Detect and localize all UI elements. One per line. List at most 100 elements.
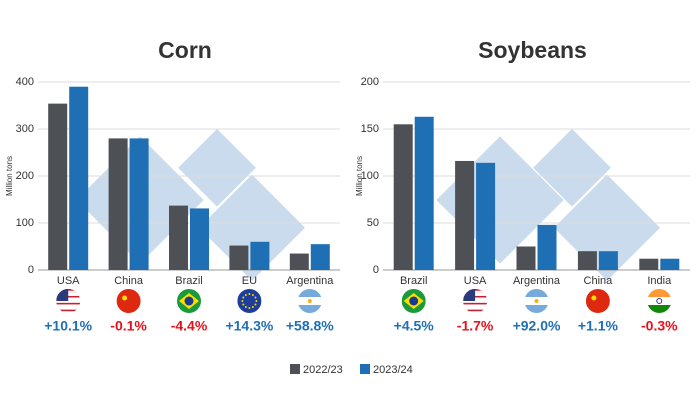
bar <box>108 138 128 270</box>
change-label: +10.1% <box>44 318 92 334</box>
flag <box>297 289 322 313</box>
flag <box>116 289 141 313</box>
bar <box>577 251 597 270</box>
change-label: -0.3% <box>641 318 678 334</box>
change-label: +4.5% <box>394 318 435 334</box>
x-tick-label: Argentina <box>513 275 561 287</box>
flag-part <box>409 296 419 306</box>
bar <box>414 116 434 270</box>
y-tick-label: 100 <box>361 170 379 182</box>
change-label: -1.7% <box>457 318 494 334</box>
y-tick-label: 100 <box>16 217 34 229</box>
flag-part <box>56 306 81 308</box>
flag-part <box>647 289 672 297</box>
flag-part <box>56 309 81 312</box>
bar <box>660 258 680 270</box>
flag-part <box>463 306 488 308</box>
change-label: +58.8% <box>286 318 334 334</box>
y-tick-label: 50 <box>367 217 379 229</box>
x-tick-label: China <box>584 275 614 287</box>
y-axis-title: Million tons <box>355 156 364 196</box>
change-label: -0.1% <box>110 318 147 334</box>
flag-part <box>524 305 549 313</box>
flag <box>237 289 262 313</box>
flag-part <box>116 289 141 313</box>
legend-label: 2023/24 <box>373 364 413 376</box>
flag-part <box>647 305 672 313</box>
legend-label: 2022/23 <box>303 364 343 376</box>
bar <box>48 103 68 271</box>
x-tick-label: Brazil <box>400 275 428 287</box>
bar <box>639 258 659 270</box>
flag-part <box>56 307 81 310</box>
flag <box>56 289 81 313</box>
y-axis-title: Million tons <box>5 156 14 196</box>
flag-part <box>656 298 663 304</box>
x-tick-label: Brazil <box>175 275 203 287</box>
flag-part <box>56 301 81 303</box>
y-tick-label: 400 <box>16 76 34 88</box>
flag-part <box>463 301 488 303</box>
bar <box>289 253 309 270</box>
flag-part <box>585 289 610 313</box>
bar <box>229 245 249 270</box>
flag-part <box>56 304 81 307</box>
flag-part <box>244 293 247 296</box>
flag-part <box>254 303 257 306</box>
flag <box>524 289 549 313</box>
flag-part <box>56 289 69 301</box>
flag-part <box>242 303 245 306</box>
change-label: +1.1% <box>578 318 619 334</box>
flag-part <box>297 289 322 297</box>
bar <box>190 208 209 270</box>
flag <box>401 289 426 313</box>
flag <box>647 289 672 313</box>
bar <box>393 124 413 270</box>
flag-part <box>242 296 245 299</box>
bar <box>537 224 557 270</box>
y-tick-label: 150 <box>361 123 379 135</box>
chart-title: Corn <box>158 37 212 63</box>
flag-part <box>463 302 488 305</box>
flag-part <box>255 300 258 302</box>
flag-part <box>237 289 262 313</box>
flag-part <box>254 296 257 299</box>
bar <box>250 241 270 270</box>
flag <box>177 289 201 313</box>
bar <box>69 86 89 270</box>
flag-part <box>244 306 247 309</box>
chart-title: Soybeans <box>478 37 587 63</box>
change-label: -4.4% <box>171 318 208 334</box>
flag-part <box>56 311 81 313</box>
flag <box>463 289 488 313</box>
watermark <box>76 128 661 281</box>
flag-part <box>122 295 128 301</box>
bar <box>129 138 149 270</box>
flag-part <box>251 293 254 296</box>
legend-swatch <box>360 364 370 374</box>
flag-part <box>297 305 322 313</box>
flag-part <box>463 304 488 307</box>
flag-part <box>241 300 244 302</box>
y-tick-label: 200 <box>361 76 379 88</box>
y-tick-label: 300 <box>16 123 34 135</box>
x-tick-label: China <box>114 275 144 287</box>
flag-part <box>251 306 254 309</box>
flag-part <box>463 309 488 312</box>
flag-part <box>524 289 549 297</box>
x-tick-label: India <box>647 275 672 287</box>
flag-part <box>534 299 539 303</box>
x-tick-label: EU <box>242 275 257 287</box>
flag-part <box>184 296 194 306</box>
y-tick-label: 200 <box>16 170 34 182</box>
y-tick-label: 0 <box>28 264 34 276</box>
flag-part <box>591 295 597 301</box>
flag-part <box>647 297 672 305</box>
flag <box>585 289 610 313</box>
flag-part <box>307 299 312 303</box>
x-tick-label: Argentina <box>286 275 334 287</box>
bar <box>169 205 188 270</box>
flag-part <box>248 307 251 309</box>
change-label: +92.0% <box>513 318 561 334</box>
